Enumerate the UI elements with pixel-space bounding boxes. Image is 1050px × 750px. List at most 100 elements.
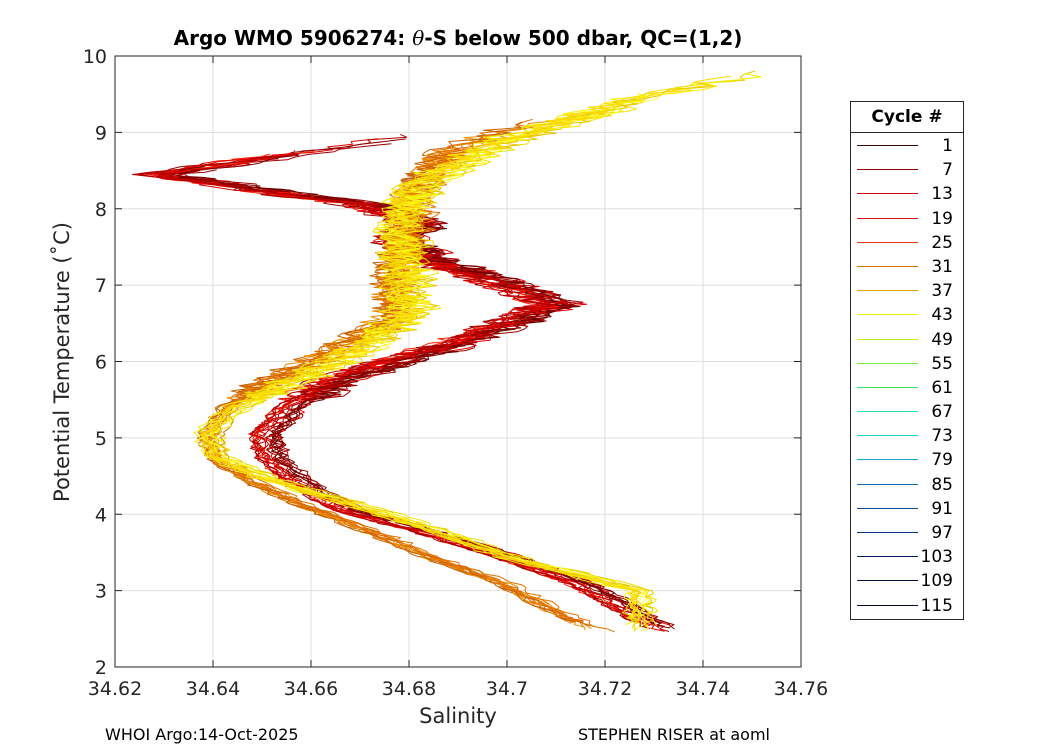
series-line [200, 103, 640, 632]
legend-label: 13 [931, 184, 953, 205]
legend-label: 91 [931, 498, 953, 519]
legend-swatch [857, 532, 918, 533]
legend-entry: 7 [851, 157, 963, 181]
legend-swatch [857, 314, 918, 316]
legend-swatch [857, 411, 918, 413]
legend: Cycle # 1 7 13 19 25 31 37 43 49 55 61 67 73 79 85 91 97… [850, 101, 964, 620]
footer-source: WHOI Argo:14-Oct-2025 [105, 725, 299, 744]
legend-swatch [857, 435, 918, 437]
x-tick-label: 34.76 [774, 678, 828, 700]
legend-label: 85 [931, 474, 953, 495]
legend-label: 67 [931, 402, 953, 423]
legend-swatch [857, 169, 918, 171]
data-series [131, 70, 762, 633]
legend-entry: 61 [851, 375, 963, 399]
x-tick-label: 34.68 [382, 678, 436, 700]
legend-swatch [857, 556, 918, 558]
legend-label: 19 [931, 208, 953, 229]
legend-entry: 49 [851, 327, 963, 351]
legend-title: Cycle # [851, 102, 963, 133]
y-tick-label: 5 [95, 428, 107, 450]
legend-label: 31 [931, 256, 953, 277]
legend-swatch [857, 483, 918, 485]
legend-entry: 85 [851, 472, 963, 496]
y-tick-label: 7 [95, 275, 107, 297]
legend-swatch [857, 459, 918, 461]
legend-entry: 109 [851, 568, 963, 592]
legend-entry: 13 [851, 181, 963, 205]
legend-label: 79 [931, 450, 953, 471]
x-tick-label: 34.62 [88, 678, 142, 700]
legend-swatch [857, 604, 918, 606]
legend-swatch [857, 193, 918, 195]
legend-label: 115 [920, 595, 953, 616]
y-tick-label: 10 [83, 46, 107, 68]
series-line [209, 73, 762, 628]
legend-label: 61 [931, 377, 953, 398]
x-tick-label: 34.64 [186, 678, 240, 700]
axes-frame [114, 55, 802, 668]
series-line [209, 97, 661, 632]
legend-label: 49 [931, 329, 953, 350]
chart-title: Argo WMO 5906274: θ-S below 500 dbar, QC… [115, 26, 801, 50]
legend-label: 109 [920, 571, 953, 592]
legend-entry: 79 [851, 447, 963, 471]
legend-entry: 73 [851, 423, 963, 447]
y-tick-label: 8 [95, 199, 107, 221]
x-tick-label: 34.72 [578, 678, 632, 700]
title-prefix: Argo WMO 5906274: [173, 26, 413, 50]
legend-swatch [857, 507, 918, 509]
footer-author: STEPHEN RISER at aoml [578, 725, 770, 744]
legend-entry: 103 [851, 544, 963, 568]
legend-label: 37 [931, 281, 953, 302]
legend-entry: 97 [851, 520, 963, 544]
x-tick-label: 34.66 [284, 678, 338, 700]
y-axis-label: Potential Temperature (˚C) [50, 222, 74, 502]
legend-label: 97 [931, 523, 953, 543]
legend-swatch [857, 145, 918, 146]
legend-swatch [857, 362, 918, 364]
legend-swatch [857, 386, 918, 388]
x-tick-label: 34.7 [486, 678, 528, 700]
title-theta: θ [412, 26, 425, 50]
legend-label: 7 [942, 160, 953, 181]
legend-entry: 19 [851, 206, 963, 230]
legend-entry: 115 [851, 593, 963, 617]
legend-entry: 37 [851, 278, 963, 302]
x-tick-label: 34.74 [676, 678, 730, 700]
legend-label: 103 [920, 547, 953, 568]
legend-swatch [857, 580, 918, 582]
grid-lines [115, 56, 801, 667]
series-line [196, 149, 566, 622]
tick-labels: 34.62 34.64 34.66 34.68 34.7 34.72 34.74 34.76 2… [83, 46, 828, 700]
legend-label: 55 [931, 353, 953, 374]
legend-swatch [857, 265, 918, 267]
legend-entry: 43 [851, 302, 963, 326]
y-tick-label: 4 [95, 504, 107, 526]
x-axis-label: Salinity [419, 704, 497, 728]
legend-label: 73 [931, 426, 953, 447]
legend-rows: 1 7 13 19 25 31 37 43 49 55 61 67 73 79 85 91 97 103 109 11… [851, 133, 963, 617]
legend-label: 25 [931, 232, 953, 253]
title-suffix: -S below 500 dbar, QC=(1,2) [424, 26, 743, 50]
y-tick-label: 6 [95, 352, 107, 374]
legend-swatch [857, 217, 918, 219]
y-tick-label: 2 [95, 657, 107, 679]
legend-swatch [857, 241, 918, 243]
legend-entry: 1 [851, 133, 963, 157]
series-line [202, 100, 641, 626]
legend-label: 1 [942, 136, 953, 156]
y-tick-label: 9 [95, 122, 107, 144]
legend-swatch [857, 290, 918, 292]
legend-label: 43 [931, 305, 953, 326]
legend-entry: 67 [851, 399, 963, 423]
legend-entry: 31 [851, 254, 963, 278]
legend-swatch [857, 338, 918, 340]
y-tick-label: 3 [95, 581, 107, 603]
legend-entry: 55 [851, 351, 963, 375]
legend-entry: 25 [851, 230, 963, 254]
legend-entry: 91 [851, 496, 963, 520]
axes [114, 55, 802, 668]
